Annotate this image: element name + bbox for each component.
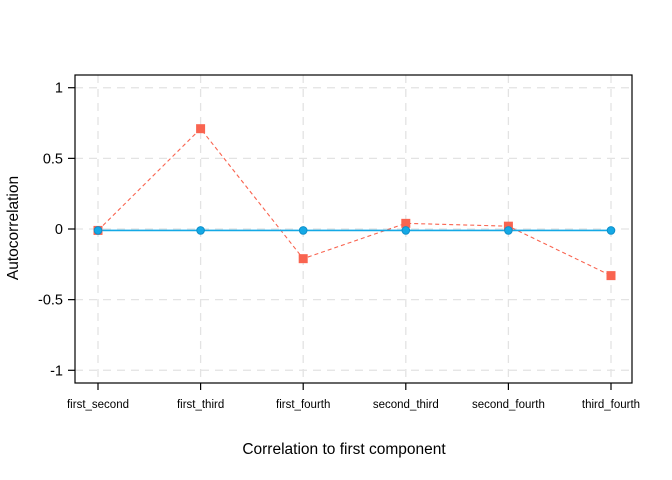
y-axis-title: Autocorrelation xyxy=(5,175,22,281)
plot-border xyxy=(74,74,633,384)
gridlines-layer xyxy=(75,75,632,383)
data-point-blue-solid-circles xyxy=(93,226,103,235)
y-tick-label: 0 xyxy=(55,222,63,238)
data-point-blue-solid-circles xyxy=(504,226,513,235)
data-point-blue-solid-circles xyxy=(298,226,308,235)
axes-layer xyxy=(68,74,633,390)
series-line-red-dashed-squares xyxy=(97,127,612,277)
data-point-red-dashed-squares xyxy=(401,218,411,228)
x-category-label: first_third xyxy=(177,399,224,411)
data-point-blue-solid-circles xyxy=(401,226,411,235)
data-point-blue-solid-circles xyxy=(196,226,205,235)
y-tick-label: 1 xyxy=(55,81,63,97)
x-category-label: third_fourth xyxy=(582,399,640,411)
y-tick-label: -1 xyxy=(50,363,63,379)
data-point-blue-solid-circles xyxy=(606,226,616,235)
x-category-label: first_second xyxy=(67,399,129,411)
series-layer xyxy=(97,127,612,277)
y-tick-label: 0.5 xyxy=(43,151,63,167)
x-category-label: second_fourth xyxy=(472,399,545,411)
x-category-label: first_fourth xyxy=(276,399,330,411)
tick-labels-layer: 1 0.5 0 -0.5 -1 first_second first_third first_… xyxy=(38,81,640,411)
y-tick-label: -0.5 xyxy=(38,293,63,309)
data-point-red-dashed-squares xyxy=(606,271,616,281)
x-axis-title: Correlation to first component xyxy=(242,441,446,458)
markers-layer xyxy=(93,124,616,281)
x-category-label: second_third xyxy=(373,399,439,411)
data-point-red-dashed-squares xyxy=(298,254,308,264)
data-point-red-dashed-squares xyxy=(196,124,206,134)
